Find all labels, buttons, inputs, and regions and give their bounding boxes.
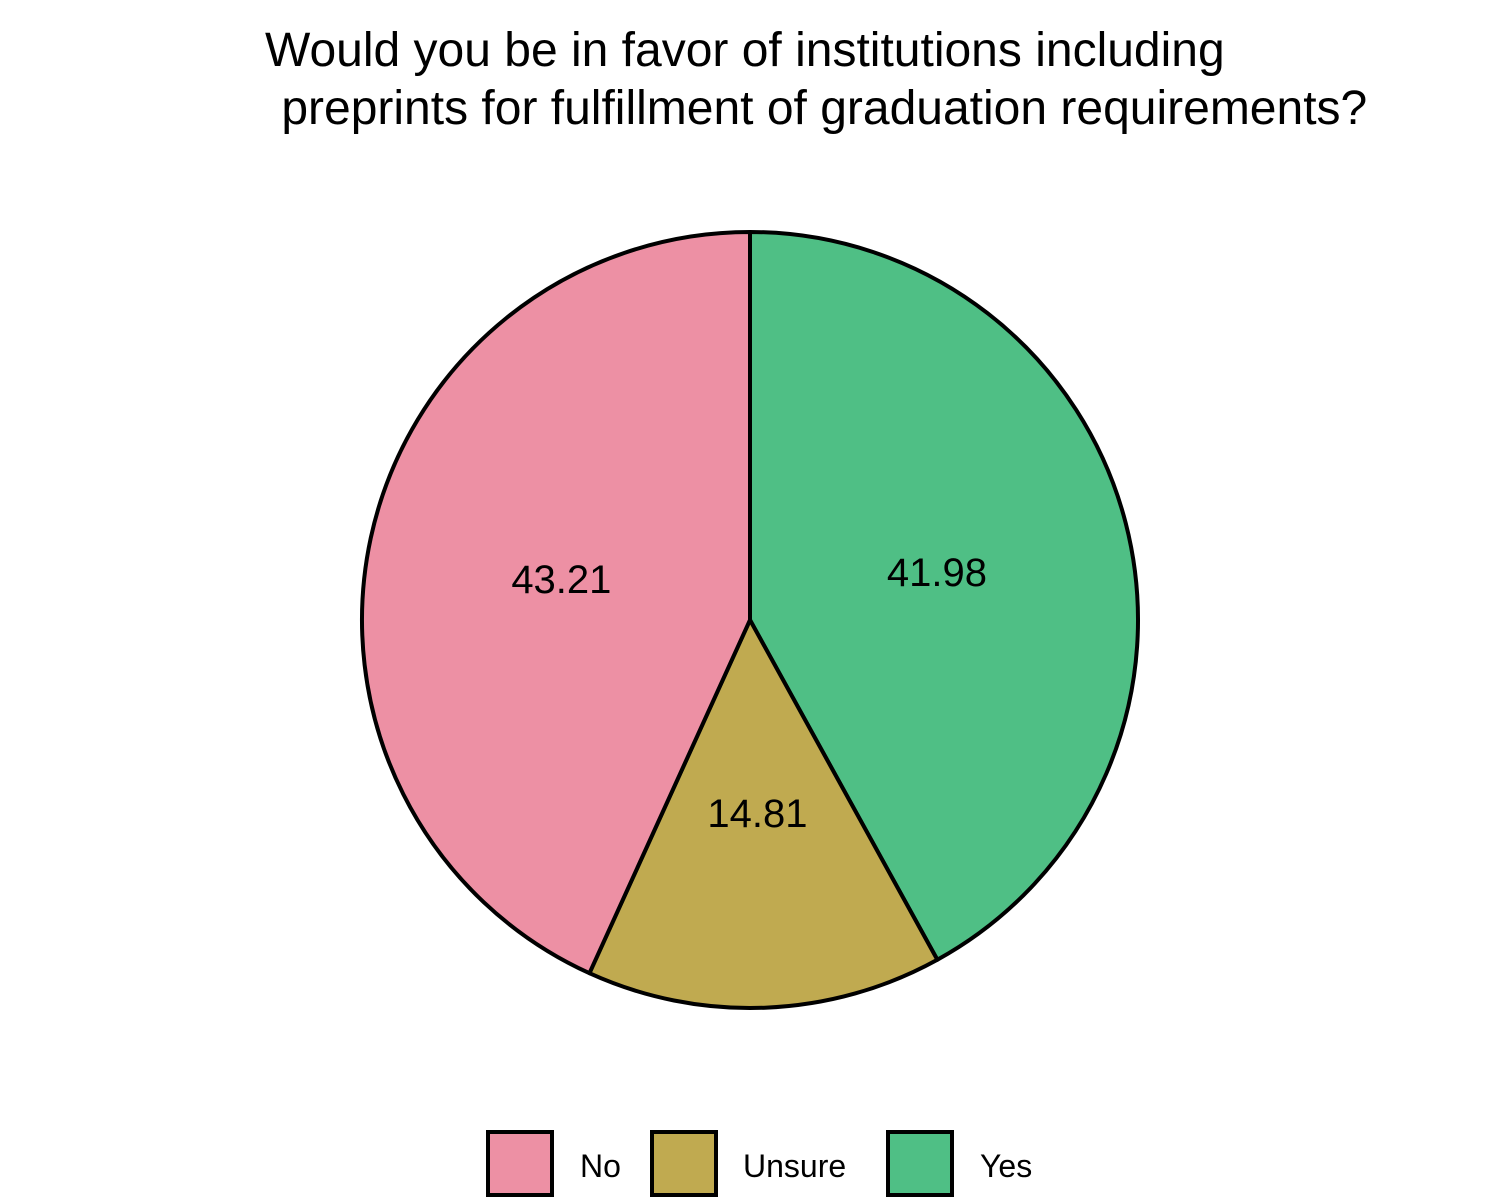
legend-swatch-yes xyxy=(886,1130,954,1197)
legend: No Unsure Yes xyxy=(486,1130,1032,1197)
pie-slices xyxy=(360,230,1140,1010)
data-label-unsure: 14.81 xyxy=(707,792,807,836)
legend-swatch-no xyxy=(486,1130,554,1197)
pie-data-labels: 41.98 14.81 43.21 xyxy=(511,551,987,836)
chart-title-line-2: preprints for fulfillment of graduation … xyxy=(268,82,1367,135)
legend-swatch-unsure xyxy=(650,1130,718,1197)
pie-slice-unsure xyxy=(587,618,940,1010)
legend-label-unsure: Unsure xyxy=(743,1148,846,1184)
pie-slice-no xyxy=(360,230,752,976)
pie-slice-yes xyxy=(748,230,1140,962)
data-label-yes: 41.98 xyxy=(887,551,987,595)
legend-label-yes: Yes xyxy=(980,1148,1032,1184)
data-label-no: 43.21 xyxy=(511,558,611,602)
legend-label-no: No xyxy=(580,1148,621,1184)
chart-title-line-1: Would you be in favor of institutions in… xyxy=(265,24,1225,77)
